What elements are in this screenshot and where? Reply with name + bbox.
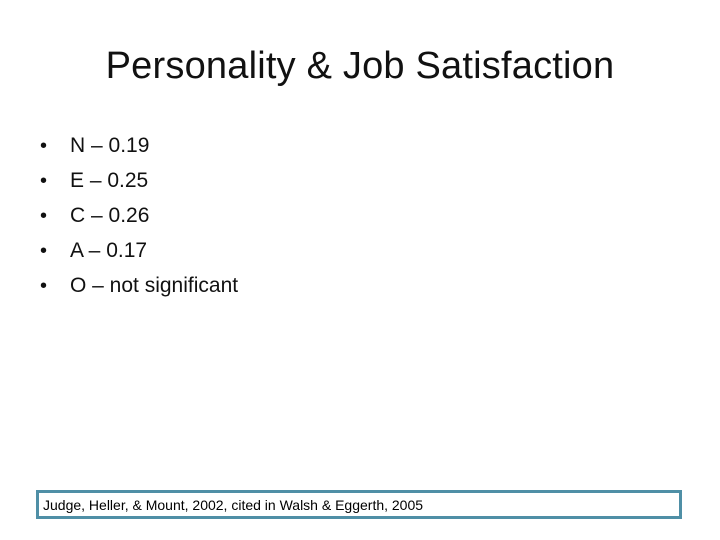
citation-box: Judge, Heller, & Mount, 2002, cited in W… [36,490,682,519]
bullet-icon: • [40,240,48,262]
bullet-icon: • [40,170,48,192]
bullet-item-e: • E – 0.25 [40,163,238,198]
bullet-icon: • [40,205,48,227]
bullet-item-o: • O – not significant [40,268,238,303]
bullet-icon: • [40,275,48,297]
bullet-item-c: • C – 0.26 [40,198,238,233]
bullet-text: O – not significant [70,274,239,297]
bullet-text: C – 0.26 [70,204,150,227]
bullet-item-a: • A – 0.17 [40,233,238,268]
bullet-text: A – 0.17 [70,239,148,262]
bullet-icon: • [40,135,48,157]
citation-text: Judge, Heller, & Mount, 2002, cited in W… [43,496,424,513]
bullet-list: • N – 0.19 • E – 0.25 • C – 0.26 • A – 0… [40,128,238,303]
bullet-item-n: • N – 0.19 [40,128,238,163]
bullet-text: E – 0.25 [70,169,149,192]
bullet-text: N – 0.19 [70,134,150,157]
slide-title: Personality & Job Satisfaction [105,45,615,87]
